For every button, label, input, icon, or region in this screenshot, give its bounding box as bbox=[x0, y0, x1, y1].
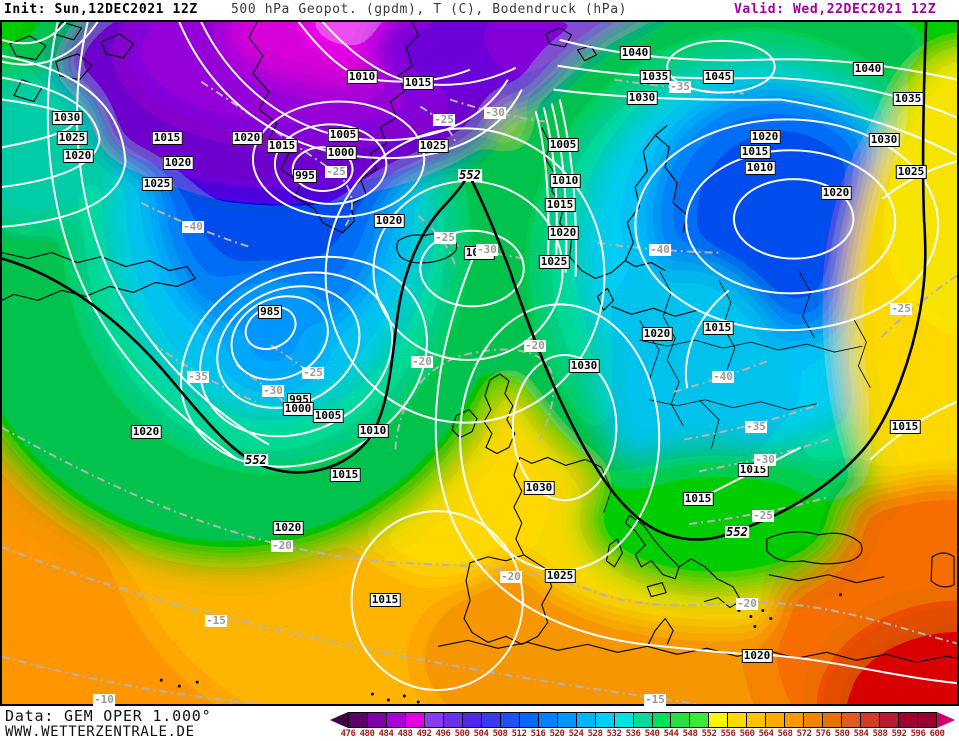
colorbar-tick: 556 bbox=[720, 729, 736, 739]
colorbar-segment bbox=[652, 712, 672, 728]
colorbar-tick: 516 bbox=[530, 729, 546, 739]
colorbar-tick: 596 bbox=[910, 729, 926, 739]
init-time-label: Init: Sun,12DEC2021 12Z bbox=[4, 2, 198, 17]
colorbar-tick: 504 bbox=[473, 729, 489, 739]
colorbar-tick: 580 bbox=[834, 729, 850, 739]
colorbar-tick: 572 bbox=[796, 729, 812, 739]
map-svg bbox=[2, 22, 957, 704]
colorbar-tick: 560 bbox=[739, 729, 755, 739]
valid-time-label: Valid: Wed,22DEC2021 12Z bbox=[734, 2, 937, 17]
color-field bbox=[2, 22, 957, 704]
colorbar-tick: 488 bbox=[397, 729, 413, 739]
colorbar-left-arrow-icon bbox=[330, 712, 348, 728]
colorbar-segment bbox=[481, 712, 501, 728]
colorbar-segment bbox=[595, 712, 615, 728]
colorbar-tick-labels: 476 480 484 488 492 496 500 504 508 512 516 520 524 5… bbox=[341, 729, 945, 740]
colorbar-segment bbox=[462, 712, 482, 728]
colorbar-segment bbox=[386, 712, 406, 728]
colorbar-tick: 480 bbox=[359, 729, 375, 739]
colorbar-segment bbox=[785, 712, 805, 728]
colorbar-tick: 584 bbox=[853, 729, 869, 739]
colorbar-tick: 600 bbox=[929, 729, 945, 739]
colorbar-tick: 528 bbox=[587, 729, 603, 739]
colorbar-segment bbox=[671, 712, 691, 728]
colorbar-tick: 500 bbox=[454, 729, 470, 739]
colorbar-segment bbox=[519, 712, 539, 728]
colorbar-segment bbox=[709, 712, 729, 728]
colorbar-segment bbox=[538, 712, 558, 728]
footer-bar: Data: GEM OPER 1.000° WWW.WETTERZENTRALE… bbox=[0, 706, 959, 741]
map-canvas bbox=[0, 20, 959, 706]
colorbar-tick: 588 bbox=[872, 729, 888, 739]
colorbar: 476 480 484 488 492 496 500 504 508 512 516 520 524 5… bbox=[330, 712, 957, 740]
colorbar-segment bbox=[690, 712, 710, 728]
colorbar-segment bbox=[557, 712, 577, 728]
colorbar-tick: 564 bbox=[758, 729, 774, 739]
colorbar-tick: 496 bbox=[435, 729, 451, 739]
colorbar-segment bbox=[880, 712, 900, 728]
colorbar-tick: 548 bbox=[682, 729, 698, 739]
colorbar-tick: 492 bbox=[416, 729, 432, 739]
colorbar-right-arrow-icon bbox=[937, 712, 955, 728]
colorbar-segment bbox=[348, 712, 368, 728]
colorbar-segment bbox=[500, 712, 520, 728]
colorbar-segment bbox=[576, 712, 596, 728]
colorbar-tick: 476 bbox=[340, 729, 356, 739]
colorbar-segments bbox=[348, 712, 938, 728]
colorbar-segment bbox=[443, 712, 463, 728]
colorbar-tick: 512 bbox=[511, 729, 527, 739]
colorbar-segment bbox=[918, 712, 938, 728]
colorbar-tick: 524 bbox=[568, 729, 584, 739]
colorbar-tick: 484 bbox=[378, 729, 394, 739]
colorbar-tick: 568 bbox=[777, 729, 793, 739]
colorbar-tick: 532 bbox=[606, 729, 622, 739]
colorbar-tick: 552 bbox=[701, 729, 717, 739]
colorbar-segment bbox=[424, 712, 444, 728]
colorbar-segment bbox=[633, 712, 653, 728]
colorbar-segment bbox=[804, 712, 824, 728]
colorbar-segment bbox=[747, 712, 767, 728]
colorbar-segment bbox=[405, 712, 425, 728]
colorbar-tick: 536 bbox=[625, 729, 641, 739]
colorbar-segment bbox=[614, 712, 634, 728]
colorbar-segment bbox=[766, 712, 786, 728]
colorbar-segment bbox=[842, 712, 862, 728]
colorbar-tick: 520 bbox=[549, 729, 565, 739]
colorbar-segment bbox=[861, 712, 881, 728]
data-source-label: Data: GEM OPER 1.000° bbox=[5, 707, 212, 725]
colorbar-segment bbox=[367, 712, 387, 728]
website-label: WWW.WETTERZENTRALE.DE bbox=[5, 724, 195, 740]
colorbar-segment bbox=[899, 712, 919, 728]
colorbar-tick: 576 bbox=[815, 729, 831, 739]
colorbar-segment bbox=[823, 712, 843, 728]
colorbar-tick: 508 bbox=[492, 729, 508, 739]
colorbar-tick: 544 bbox=[663, 729, 679, 739]
colorbar-tick: 592 bbox=[891, 729, 907, 739]
chart-title: 500 hPa Geopot. (gpdm), T (C), Bodendruc… bbox=[231, 2, 628, 17]
colorbar-segment bbox=[728, 712, 748, 728]
height-contour-552 bbox=[2, 22, 928, 541]
colorbar-tick: 540 bbox=[644, 729, 660, 739]
title-bar: Init: Sun,12DEC2021 12Z 500 hPa Geopot. … bbox=[0, 0, 959, 20]
